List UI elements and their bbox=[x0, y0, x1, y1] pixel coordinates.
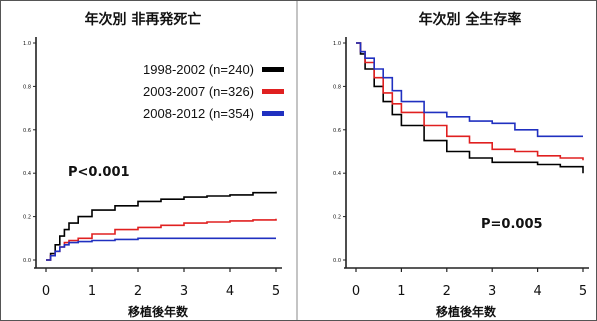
chart-panel-overall-survival: 年次別 全生存率 0.0 0.2 0.4 0.6 0.8 1.0 0 1 2 3 4 5 移植後年数 P=0… bbox=[333, 11, 589, 319]
legend-swatch bbox=[262, 89, 284, 94]
x-tick-label: 5 bbox=[579, 284, 587, 299]
legend-label: 2003-2007 (n=326) bbox=[143, 84, 254, 99]
p-value-annotation: P=0.005 bbox=[481, 217, 543, 232]
x-axis-label: 移植後年数 bbox=[436, 304, 497, 319]
x-tick-label: 3 bbox=[180, 284, 188, 299]
chart-title: 年次別 全生存率 bbox=[419, 11, 522, 28]
y-tick-label: 0.8 bbox=[333, 84, 341, 90]
y-tick-label: 1.0 bbox=[333, 41, 341, 47]
y-tick-label: 0.0 bbox=[333, 258, 341, 264]
series-line-1 bbox=[356, 42, 584, 174]
x-tick-label: 1 bbox=[88, 284, 96, 299]
legend-label: 2008-2012 (n=354) bbox=[143, 106, 254, 121]
x-tick-label: 3 bbox=[488, 284, 496, 299]
y-tick-label: 0.8 bbox=[23, 84, 31, 90]
y-tick-label: 0.0 bbox=[23, 258, 31, 264]
x-tick-label: 0 bbox=[352, 284, 360, 299]
x-tick-label: 5 bbox=[272, 284, 280, 299]
y-tick-label: 0.4 bbox=[23, 171, 31, 177]
x-tick-label: 1 bbox=[397, 284, 405, 299]
y-tick-label: 0.4 bbox=[333, 171, 341, 177]
x-tick-label: 2 bbox=[443, 284, 451, 299]
x-axis-label: 移植後年数 bbox=[128, 304, 189, 319]
x-tick-label: 2 bbox=[134, 284, 142, 299]
y-tick-label: 0.2 bbox=[23, 215, 31, 221]
x-tick-label: 0 bbox=[42, 284, 50, 299]
chart-title: 年次別 非再発死亡 bbox=[85, 11, 202, 28]
y-tick-label: 1.0 bbox=[23, 41, 31, 47]
x-tick-label: 4 bbox=[226, 284, 234, 299]
y-tick-label: 0.6 bbox=[333, 128, 341, 134]
y-tick-label: 0.6 bbox=[23, 128, 31, 134]
legend-swatch bbox=[262, 111, 284, 116]
series-line-2 bbox=[356, 42, 584, 161]
x-tick-label: 4 bbox=[533, 284, 541, 299]
legend-label: 1998-2002 (n=240) bbox=[143, 62, 254, 77]
legend-swatch bbox=[262, 67, 284, 72]
p-value-annotation: P<0.001 bbox=[68, 165, 130, 180]
chart-panel-non-relapse-mortality: 年次別 非再発死亡 0.0 0.2 0.4 0.6 0.8 1.0 0 1 2 3 4 5 移植後年数 P<… bbox=[23, 11, 284, 319]
y-tick-label: 0.2 bbox=[333, 215, 341, 221]
series-line-1 bbox=[46, 191, 277, 261]
series-line-3 bbox=[356, 42, 583, 138]
series-line-3 bbox=[46, 237, 276, 261]
